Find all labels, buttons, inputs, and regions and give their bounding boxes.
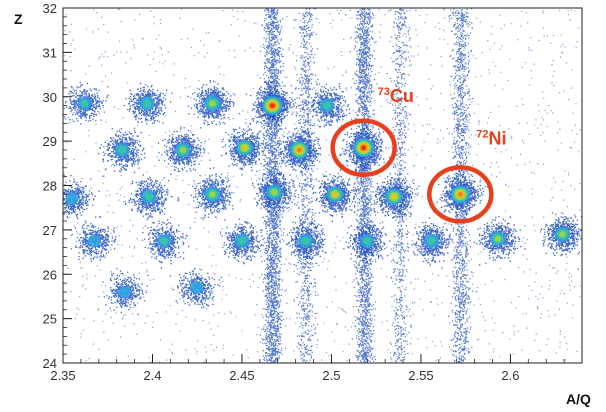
x-axis-label: A/Q [566,391,591,407]
isotope-cluster [473,215,526,266]
x-tick-label: 2.5 [322,368,340,383]
mass-number: 73 [378,86,390,98]
highlight-circle [427,165,494,224]
element-symbol: Ni [489,128,507,148]
vertical-band [349,8,380,363]
annotations: 73Cu 72Ni [330,86,507,224]
y-tick-label: 24 [43,356,57,371]
isotope-cluster [97,127,146,186]
isotope-cluster [169,268,222,309]
isotope-cluster [157,126,211,176]
isotope-cluster [187,79,241,129]
isotope-cluster [221,122,272,176]
isotope-cluster [539,212,582,270]
x-tick-label: 2.35 [50,368,75,383]
isotope-label: 73Cu [378,86,414,106]
x-tick-label: 2.55 [408,368,433,383]
isotope-cluster [343,213,397,265]
axes: 2.35 2.4 2.45 2.5 2.55 2.6 24 25 26 27 28 29 30 31 32 [43,1,583,383]
isotope-cluster [406,217,462,269]
isotope-cluster [219,216,278,265]
x-tick-label: 2.45 [229,368,254,383]
isotope-cluster [302,83,351,142]
y-tick-label: 27 [43,223,57,238]
isotope-cluster [97,267,149,316]
y-axis-label: Z [14,11,23,27]
isotope-cluster [252,168,310,216]
y-tick-label: 30 [43,90,57,105]
x-tick-label: 2.4 [143,368,161,383]
isotope-cluster [433,169,488,225]
isotope-cluster [63,174,100,229]
plot-area [63,8,582,363]
isotope-cluster [70,216,117,262]
isotope-cluster [124,174,179,225]
isotope-cluster [367,176,420,219]
y-tick-label: 32 [43,1,57,16]
y-tick-label: 25 [43,312,57,327]
isotope-cluster [141,219,191,269]
vertical-band [386,8,417,363]
y-tick-label: 31 [43,45,57,60]
element-symbol: Cu [390,86,414,106]
isotope-cluster [63,81,109,125]
highlight-circle [330,118,397,178]
y-tick-label: 28 [43,179,57,194]
isotope-cluster [339,120,394,176]
isotope-label: 72Ni [476,128,506,148]
isotope-cluster [190,167,234,220]
isotope-cluster [277,125,335,176]
isotope-cluster [245,81,301,136]
x-tick-label: 2.6 [501,368,519,383]
vertical-band [292,8,321,363]
isotope-cluster [286,214,327,267]
mass-number: 72 [476,128,488,140]
isotope-cluster [123,82,173,125]
y-tick-label: 29 [43,134,57,149]
isotope-cluster [312,169,362,223]
y-tick-label: 26 [43,267,57,282]
